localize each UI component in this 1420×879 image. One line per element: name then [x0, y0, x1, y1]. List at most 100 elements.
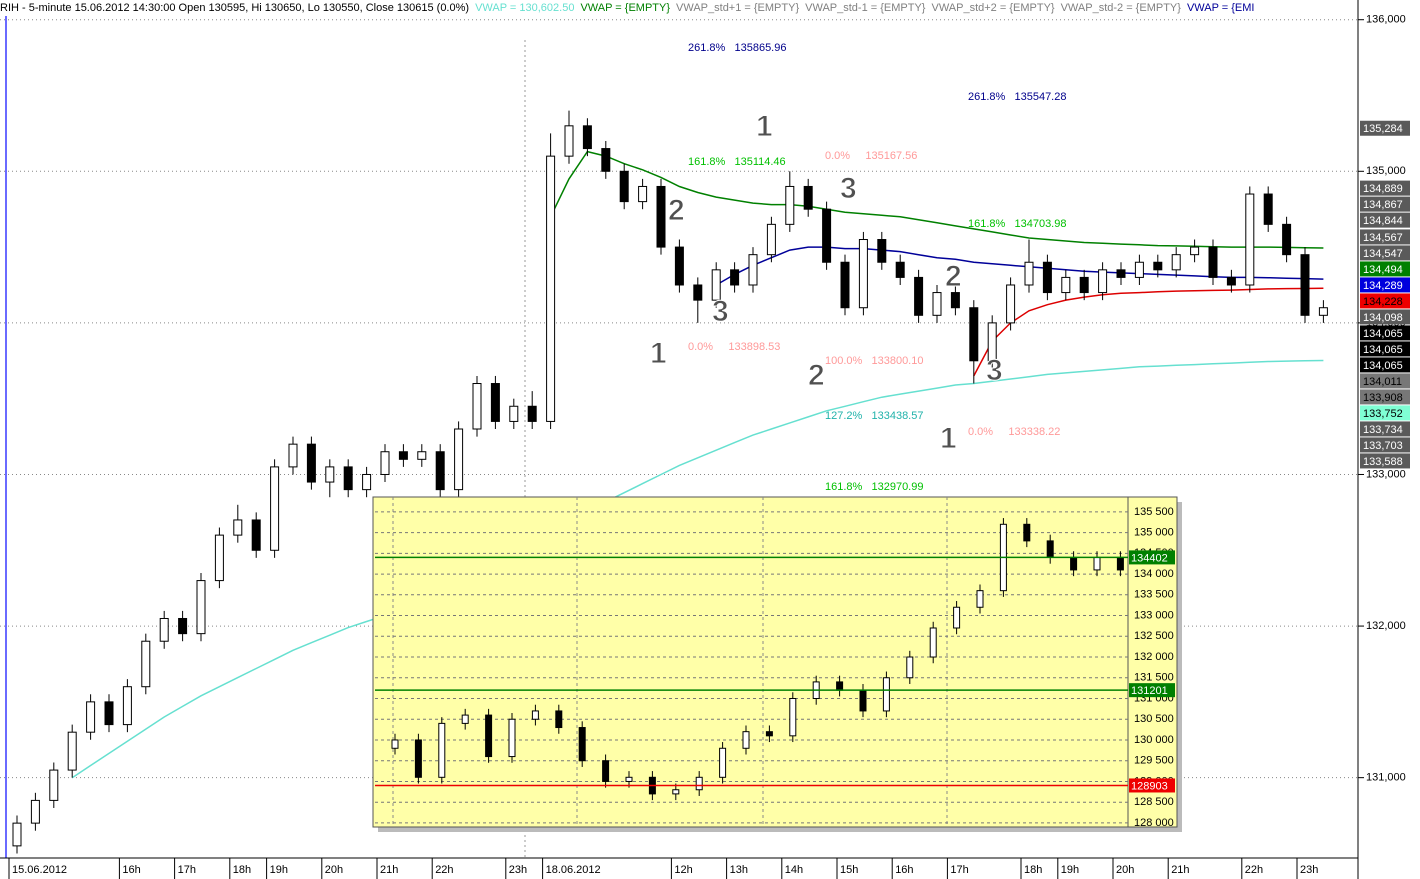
candle-body [527, 405, 537, 422]
price-tag [1360, 373, 1410, 389]
header-text: RIH - 5-minute 15.06.2012 14:30:00 Open … [0, 2, 470, 14]
wave-label: 2 [668, 194, 685, 227]
y-tick-label: 132 000 [1134, 651, 1174, 663]
candle-body [490, 383, 500, 422]
candle-body [906, 656, 914, 679]
y-tick-label: 132,000 [1366, 620, 1406, 632]
price-tag-label: 134,867 [1363, 199, 1403, 211]
candle-body [674, 246, 684, 286]
candle-body [932, 292, 942, 316]
candle-body [414, 739, 422, 778]
price-tag [1360, 212, 1410, 228]
y-tick-label: 135 500 [1134, 506, 1174, 518]
fib-label: 161.8% 134703.98 [968, 218, 1066, 230]
header-text: VWAP = {EMI [1186, 2, 1255, 14]
candle-body [398, 451, 408, 460]
candle-body [1023, 523, 1031, 542]
x-tick-label: 23h [509, 864, 527, 876]
candle-body [1024, 261, 1034, 286]
header-text: VWAP_std-1 = {EMPTY} [805, 2, 926, 14]
price-tag [1360, 341, 1410, 357]
price-tag [1360, 245, 1410, 261]
candle-body [1042, 261, 1052, 294]
candle-body [672, 789, 680, 795]
x-tick-label: 15.06.2012 [12, 864, 67, 876]
candle-body [380, 451, 390, 475]
wave-label: 1 [756, 110, 773, 143]
candle-body [1093, 556, 1101, 571]
candle-body [1282, 223, 1292, 256]
header-text: VWAP = {EMPTY} [580, 2, 671, 14]
vwap-line [71, 359, 1324, 779]
x-tick-label: 19h [1061, 864, 1079, 876]
candle-body [859, 689, 867, 712]
candle-body [343, 466, 353, 491]
fib-label: 127.2% 133438.57 [825, 410, 923, 422]
candle-body [178, 617, 188, 635]
price-tag-label: 134,098 [1363, 312, 1403, 324]
price-tag [1360, 437, 1410, 453]
price-tag [1129, 778, 1175, 793]
candle-body [969, 307, 979, 362]
candle-body [1318, 307, 1328, 316]
candle-body [417, 451, 427, 460]
price-tag [1360, 389, 1410, 405]
candle-body [822, 208, 832, 263]
candle-body [325, 466, 335, 483]
candle-body [765, 731, 773, 737]
candle-body [619, 170, 629, 203]
candle-body [1171, 254, 1181, 271]
candle-body [306, 443, 316, 483]
price-tag-label: 134,065 [1363, 360, 1403, 372]
price-tag-label: 134,844 [1363, 215, 1403, 227]
candle-body [1263, 193, 1273, 225]
wave-label: 3 [986, 354, 1003, 387]
price-tag-label: 134,065 [1363, 344, 1403, 356]
candle-body [601, 148, 611, 172]
candle-body [214, 534, 224, 582]
price-tag [1360, 357, 1410, 373]
candle-body [391, 739, 399, 749]
price-tag [1360, 421, 1410, 437]
candle-body [1300, 254, 1310, 316]
x-tick-label: 18.06.2012 [546, 864, 601, 876]
candle-body [766, 223, 776, 256]
header-text: VWAP_std+2 = {EMPTY} [931, 2, 1055, 14]
x-tick-label: 18h [1024, 864, 1042, 876]
y-tick-label: 130 000 [1134, 734, 1174, 746]
candle-body [49, 769, 59, 801]
candle-body [251, 519, 261, 551]
fib-label: 261.8% 135865.96 [688, 42, 786, 54]
candle-body [742, 731, 750, 749]
candle-body [461, 714, 469, 724]
candle-body [555, 710, 563, 729]
price-tag-label: 134,289 [1363, 280, 1403, 292]
fib-label: 100.0% 133800.10 [825, 355, 923, 367]
y-tick-label: 135,000 [1366, 165, 1406, 177]
price-tag-label: 133,703 [1363, 440, 1403, 452]
y-tick-label: 136,000 [1366, 14, 1406, 26]
candle-body [582, 125, 592, 150]
y-tick-label: 131,000 [1366, 772, 1406, 784]
price-tag [1360, 309, 1410, 325]
candle-body [159, 617, 169, 642]
candle-body [950, 292, 960, 309]
price-tag-label: 134,547 [1363, 248, 1403, 260]
candle-body [67, 731, 77, 771]
price-tag-label: 133,588 [1363, 456, 1403, 468]
candle-body [1226, 276, 1236, 286]
x-tick-label: 16h [895, 864, 913, 876]
price-tag [1360, 120, 1410, 136]
candle-body [509, 405, 519, 422]
candle-body [1079, 276, 1089, 294]
candle-body [1245, 193, 1255, 286]
price-tag [1360, 196, 1410, 212]
candle-body [546, 155, 556, 422]
wave-label: 2 [808, 359, 825, 392]
price-tag-label: 131201 [1131, 685, 1168, 697]
candle-body [485, 714, 493, 758]
candle-body [1116, 269, 1126, 278]
y-tick-label: 133,000 [1366, 468, 1406, 480]
candle-body [785, 185, 795, 225]
